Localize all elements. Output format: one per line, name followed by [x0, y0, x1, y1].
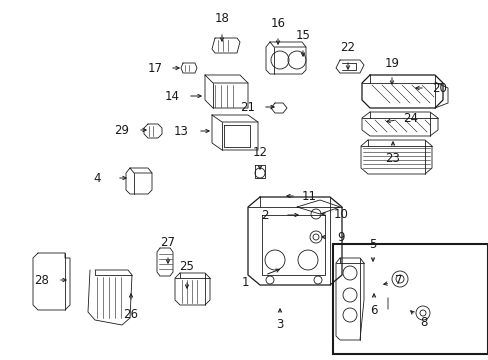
- Text: 26: 26: [123, 309, 138, 321]
- Text: 20: 20: [432, 81, 447, 95]
- Text: 6: 6: [369, 303, 377, 316]
- Text: 18: 18: [214, 12, 229, 24]
- Text: 15: 15: [295, 28, 310, 41]
- Text: 17: 17: [147, 62, 162, 75]
- Text: 5: 5: [368, 238, 376, 251]
- Text: 1: 1: [241, 276, 248, 289]
- Text: 27: 27: [160, 235, 175, 248]
- Text: 22: 22: [340, 41, 355, 54]
- Bar: [332, 244, 487, 354]
- Text: 23: 23: [385, 152, 400, 165]
- Text: 10: 10: [333, 207, 348, 220]
- Text: 13: 13: [173, 125, 188, 138]
- Text: 28: 28: [35, 274, 49, 287]
- Text: 4: 4: [93, 171, 101, 185]
- Text: 25: 25: [179, 261, 194, 274]
- Text: 9: 9: [337, 230, 344, 243]
- Text: 19: 19: [384, 57, 399, 69]
- Text: 16: 16: [270, 17, 285, 30]
- Text: 12: 12: [252, 145, 267, 158]
- Text: 2: 2: [261, 208, 268, 221]
- Text: 21: 21: [240, 100, 255, 113]
- Text: 3: 3: [276, 319, 283, 332]
- Text: 24: 24: [403, 112, 418, 125]
- Text: 14: 14: [164, 90, 179, 103]
- Text: 8: 8: [420, 315, 427, 328]
- Text: 29: 29: [114, 123, 129, 136]
- Text: 11: 11: [301, 189, 316, 202]
- Text: 7: 7: [394, 274, 402, 288]
